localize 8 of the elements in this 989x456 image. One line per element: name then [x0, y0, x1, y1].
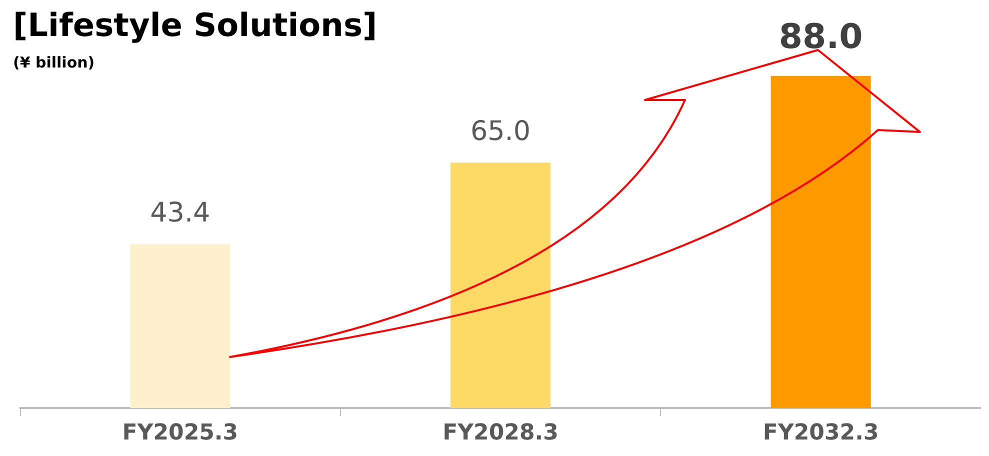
- chart-subtitle: (¥ billion): [13, 54, 95, 72]
- data-label: 65.0: [470, 116, 531, 147]
- data-label: 88.0: [778, 17, 863, 57]
- x-tick-label: FY2032.3: [762, 420, 879, 446]
- x-tick-label: FY2025.3: [122, 420, 238, 446]
- chart-title: [Lifestyle Solutions]: [13, 6, 378, 44]
- data-label: 43.4: [150, 197, 210, 228]
- x-tick-label: FY2028.3: [442, 420, 558, 446]
